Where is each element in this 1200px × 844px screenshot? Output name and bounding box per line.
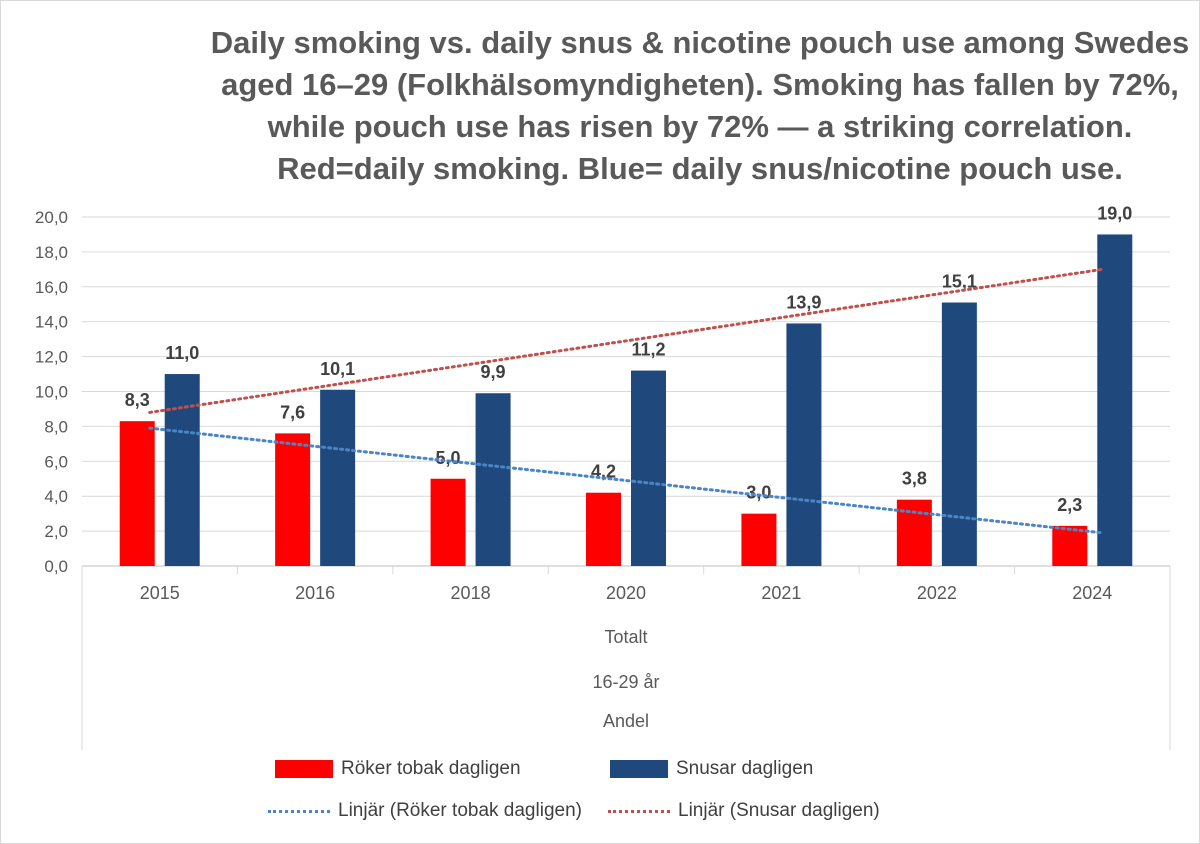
legend-line-trend-smoking xyxy=(268,809,330,813)
legend-label-trend-snus: Linjär (Snusar dagligen) xyxy=(678,800,880,821)
data-label-smoking: 5,0 xyxy=(436,448,461,468)
x-axis-group-label: Andel xyxy=(603,711,649,731)
bar-snus xyxy=(164,374,200,566)
legend-swatch-smoking xyxy=(275,760,333,778)
x-tick-label: 2020 xyxy=(606,583,646,603)
data-label-smoking: 3,0 xyxy=(746,483,771,503)
chart-title-line: Daily smoking vs. daily snus & nicotine … xyxy=(210,25,1190,60)
x-tick-label: 2022 xyxy=(917,583,957,603)
data-label-snus: 11,2 xyxy=(631,340,665,360)
bar-snus xyxy=(631,370,666,566)
legend-label-snus: Snusar dagligen xyxy=(676,758,814,779)
data-label-snus: 11,0 xyxy=(165,343,199,363)
y-tick-label: 8,0 xyxy=(44,417,68,436)
data-label-snus: 19,0 xyxy=(1097,203,1132,223)
x-tick-label: 2024 xyxy=(1072,583,1112,603)
legend-item-snus: Snusar dagligen xyxy=(610,758,813,780)
bar-smoking xyxy=(741,513,777,566)
y-tick-label: 18,0 xyxy=(35,243,68,262)
y-tick-label: 4,0 xyxy=(44,487,68,506)
bar-chart: 0,0 2,0 4,0 6,0 8,0 10,0 12,0 14,0 16,0 18,0 20,0 8… xyxy=(35,203,1171,750)
y-tick-label: 14,0 xyxy=(35,313,68,332)
bar-snus xyxy=(320,389,356,566)
data-label-snus: 15,1 xyxy=(942,272,977,292)
bar-smoking xyxy=(430,478,466,566)
bar-smoking xyxy=(586,492,621,566)
y-tick-label: 16,0 xyxy=(35,278,68,297)
y-tick-label: 6,0 xyxy=(44,452,68,471)
trendline-smoking xyxy=(148,426,1104,535)
x-tick-label: 2018 xyxy=(451,583,491,603)
data-label-smoking: 2,3 xyxy=(1057,495,1082,515)
legend-line-trend-snus xyxy=(608,809,670,813)
x-tick-label: 2021 xyxy=(761,583,801,603)
y-tick-label: 10,0 xyxy=(35,383,68,402)
x-axis-group-label: Totalt xyxy=(604,627,647,647)
legend-swatch-snus xyxy=(610,760,668,778)
bar-snus xyxy=(941,302,977,566)
x-axis-group-label: 16-29 år xyxy=(592,672,659,692)
bar-smoking xyxy=(1052,525,1088,566)
data-label-snus: 10,1 xyxy=(320,359,355,379)
trendline-snus xyxy=(148,267,1104,414)
y-tick-label: 2,0 xyxy=(44,522,68,541)
data-label-smoking: 7,6 xyxy=(280,402,305,422)
y-tick-label: 20,0 xyxy=(35,208,68,227)
legend-item-smoking: Röker tobak dagligen xyxy=(275,758,521,780)
bar-snus xyxy=(786,323,822,566)
chart-title-line: while pouch use has risen by 72% — a str… xyxy=(267,109,1133,144)
data-label-snus: 13,9 xyxy=(786,292,821,312)
bar-snus xyxy=(475,393,511,566)
data-label-smoking: 3,8 xyxy=(902,469,927,489)
bar-smoking xyxy=(119,421,155,566)
chart-title-line: aged 16–29 (Folkhälsomyndigheten). Smoki… xyxy=(221,67,1179,102)
x-tick-label: 2016 xyxy=(295,583,335,603)
legend-label-trend-smoking: Linjär (Röker tobak dagligen) xyxy=(338,800,582,821)
chart-title-line: Red=daily smoking. Blue= daily snus/nico… xyxy=(277,151,1123,186)
y-tick-label: 0,0 xyxy=(44,557,68,576)
bar-snus xyxy=(1097,234,1133,566)
x-tick-label: 2015 xyxy=(140,583,180,603)
legend-item-trend-smoking: Linjär (Röker tobak dagligen) xyxy=(268,800,582,822)
data-label-smoking: 8,3 xyxy=(125,390,150,410)
y-tick-label: 12,0 xyxy=(35,348,68,367)
data-label-snus: 9,9 xyxy=(481,362,506,382)
legend-item-trend-snus: Linjär (Snusar dagligen) xyxy=(608,800,880,822)
bar-smoking xyxy=(275,433,311,566)
legend-label-smoking: Röker tobak dagligen xyxy=(341,758,521,779)
chart-title: Daily smoking vs. daily snus & nicotine … xyxy=(200,22,1200,190)
